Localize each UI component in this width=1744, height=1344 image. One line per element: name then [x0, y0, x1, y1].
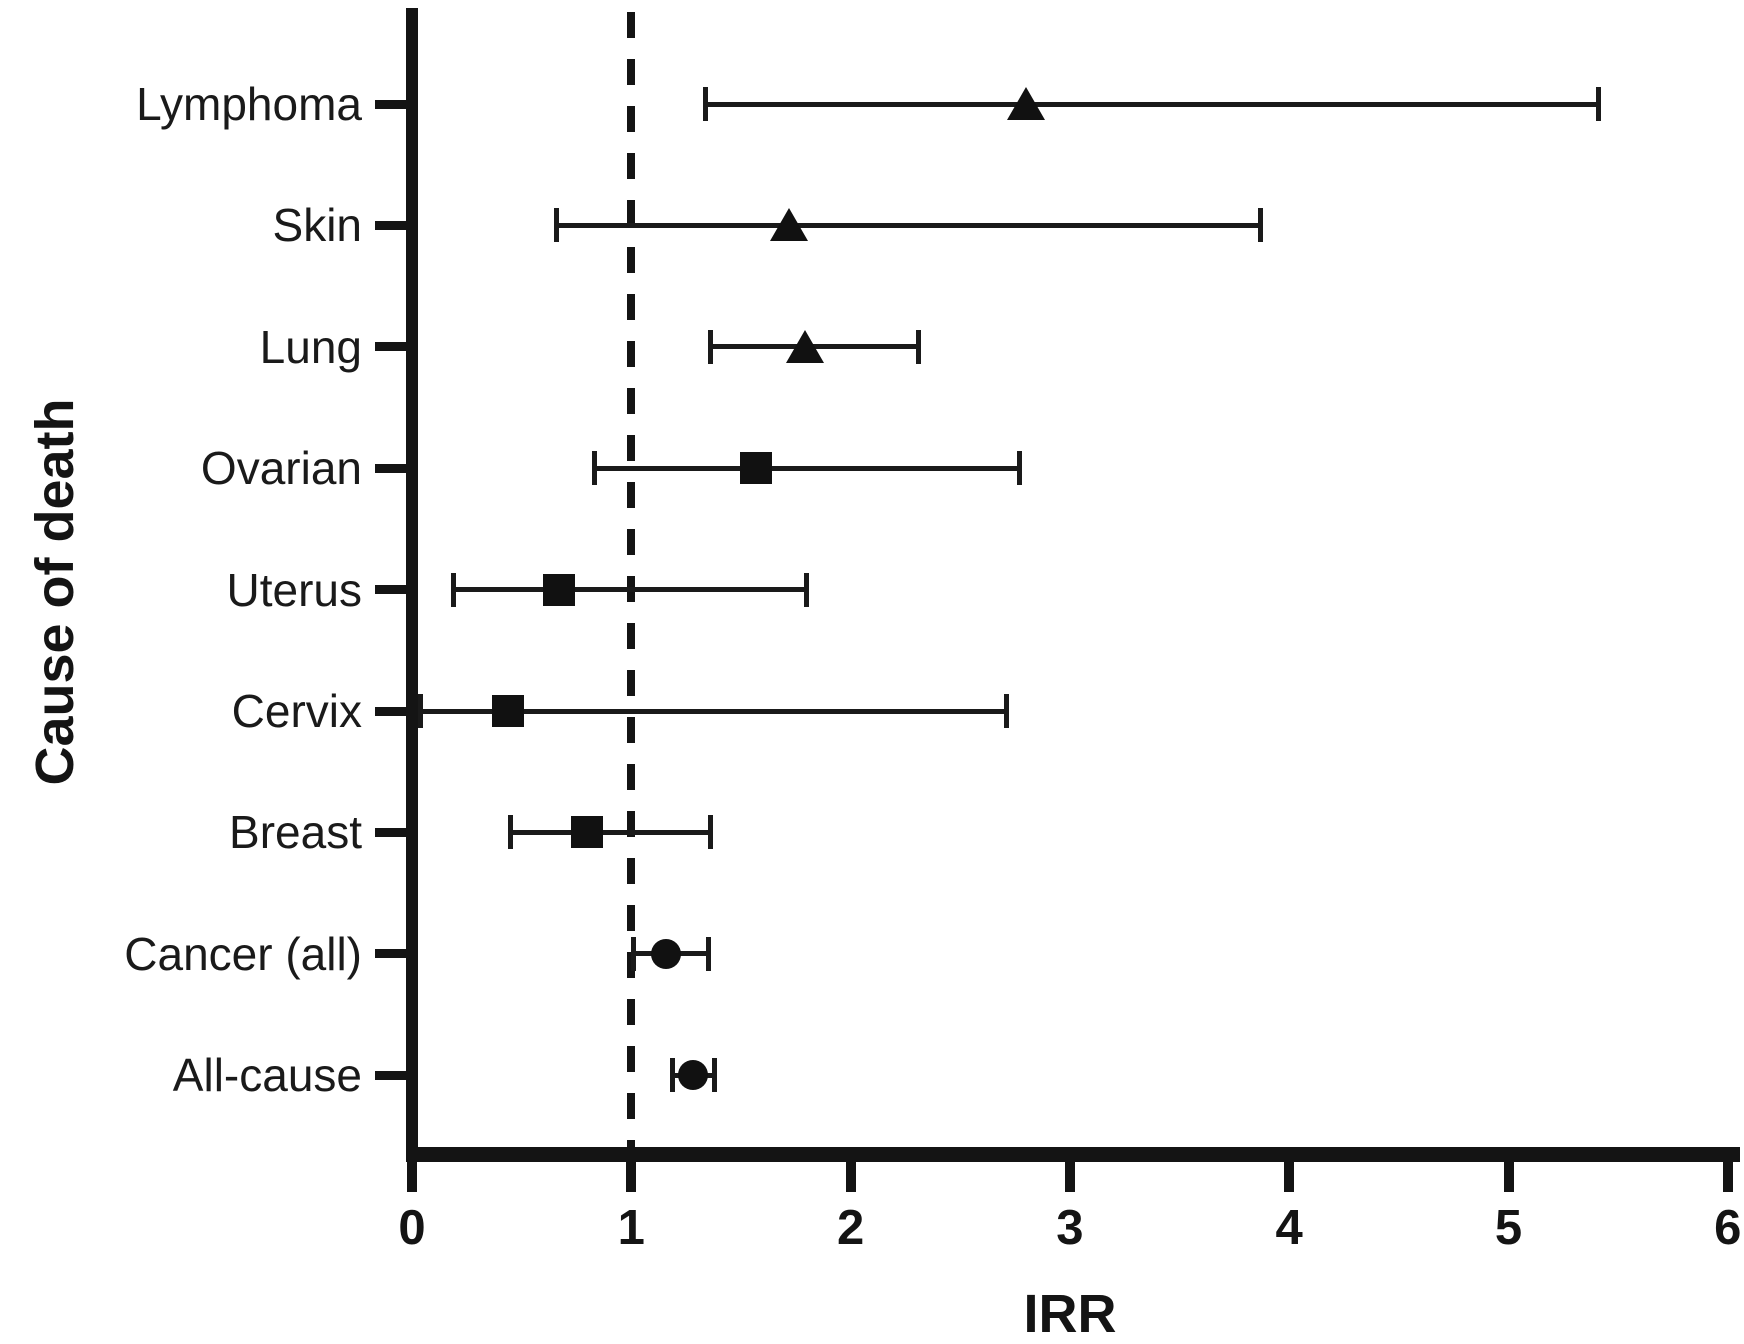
x-axis-tick-label: 1	[617, 1201, 645, 1255]
x-axis-tick	[1722, 1162, 1733, 1192]
point-marker-square	[492, 695, 525, 727]
x-axis-tick-label: 3	[1056, 1201, 1084, 1255]
error-bar	[510, 829, 711, 835]
error-bar	[556, 222, 1261, 228]
category-label: Uterus	[226, 563, 362, 616]
x-axis-tick	[626, 1162, 637, 1192]
error-bar	[453, 587, 807, 593]
x-axis-tick-label: 6	[1714, 1201, 1742, 1255]
error-bar-cap-right	[712, 1058, 718, 1093]
error-bar-cap-left	[670, 1058, 676, 1093]
point-marker-circle	[677, 1060, 708, 1091]
error-bar-cap-right	[1595, 87, 1601, 121]
category-tick	[375, 706, 406, 716]
category-tick	[375, 827, 406, 837]
error-bar-cap-right	[1016, 451, 1022, 486]
x-axis-tick-label: 4	[1275, 1201, 1303, 1255]
x-axis-tick	[1284, 1162, 1295, 1192]
category-tick	[375, 342, 406, 352]
category-label: All-cause	[172, 1049, 362, 1102]
error-bar	[420, 708, 1007, 714]
error-bar-cap-right	[804, 572, 810, 607]
error-bar-cap-left	[508, 815, 514, 850]
point-marker-square	[571, 816, 604, 849]
x-axis-tick	[845, 1162, 856, 1192]
x-axis-title: IRR	[1023, 1284, 1117, 1344]
error-bar-cap-left	[591, 451, 597, 486]
error-bar-cap-left	[630, 936, 636, 971]
x-axis-tick-label: 5	[1494, 1201, 1523, 1255]
x-axis-tick	[1503, 1162, 1514, 1192]
x-axis-tick	[1064, 1162, 1075, 1192]
error-bar-cap-left	[418, 694, 424, 728]
point-marker-triangle	[1007, 87, 1046, 120]
category-tick	[375, 949, 406, 959]
category-label: Lymphoma	[136, 78, 362, 130]
category-tick	[375, 1070, 406, 1080]
error-bar	[594, 465, 1020, 471]
error-bar-cap-right	[1003, 694, 1009, 728]
point-marker-triangle	[770, 208, 809, 242]
error-bar-cap-left	[554, 208, 560, 243]
error-bar-cap-right	[916, 329, 922, 364]
x-axis-tick-label: 0	[398, 1201, 426, 1255]
error-bar-cap-left	[707, 329, 713, 364]
point-marker-square	[740, 452, 773, 485]
y-axis-line	[406, 8, 418, 1162]
error-bar-cap-left	[451, 572, 457, 607]
point-marker-circle	[651, 938, 682, 969]
error-bar-cap-right	[1258, 208, 1264, 243]
error-bar-cap-left	[703, 87, 709, 121]
category-tick	[375, 220, 406, 230]
reference-line	[627, 12, 636, 1147]
point-marker-triangle	[785, 329, 824, 363]
category-label: Breast	[229, 806, 362, 859]
category-label: Skin	[272, 199, 362, 252]
error-bar-cap-right	[707, 815, 713, 850]
category-label: Cancer (all)	[124, 927, 362, 980]
error-bar	[705, 101, 1599, 107]
category-tick	[375, 99, 406, 109]
category-tick	[375, 585, 406, 595]
category-label: Ovarian	[200, 442, 362, 495]
category-label: Lung	[259, 320, 362, 373]
x-axis-line	[406, 1147, 1740, 1162]
category-tick	[375, 463, 406, 473]
error-bar-cap-right	[705, 936, 711, 971]
x-axis-tick	[407, 1162, 417, 1192]
x-axis-tick-label: 2	[836, 1201, 865, 1255]
category-label: Cervix	[231, 685, 362, 737]
point-marker-square	[542, 573, 575, 606]
